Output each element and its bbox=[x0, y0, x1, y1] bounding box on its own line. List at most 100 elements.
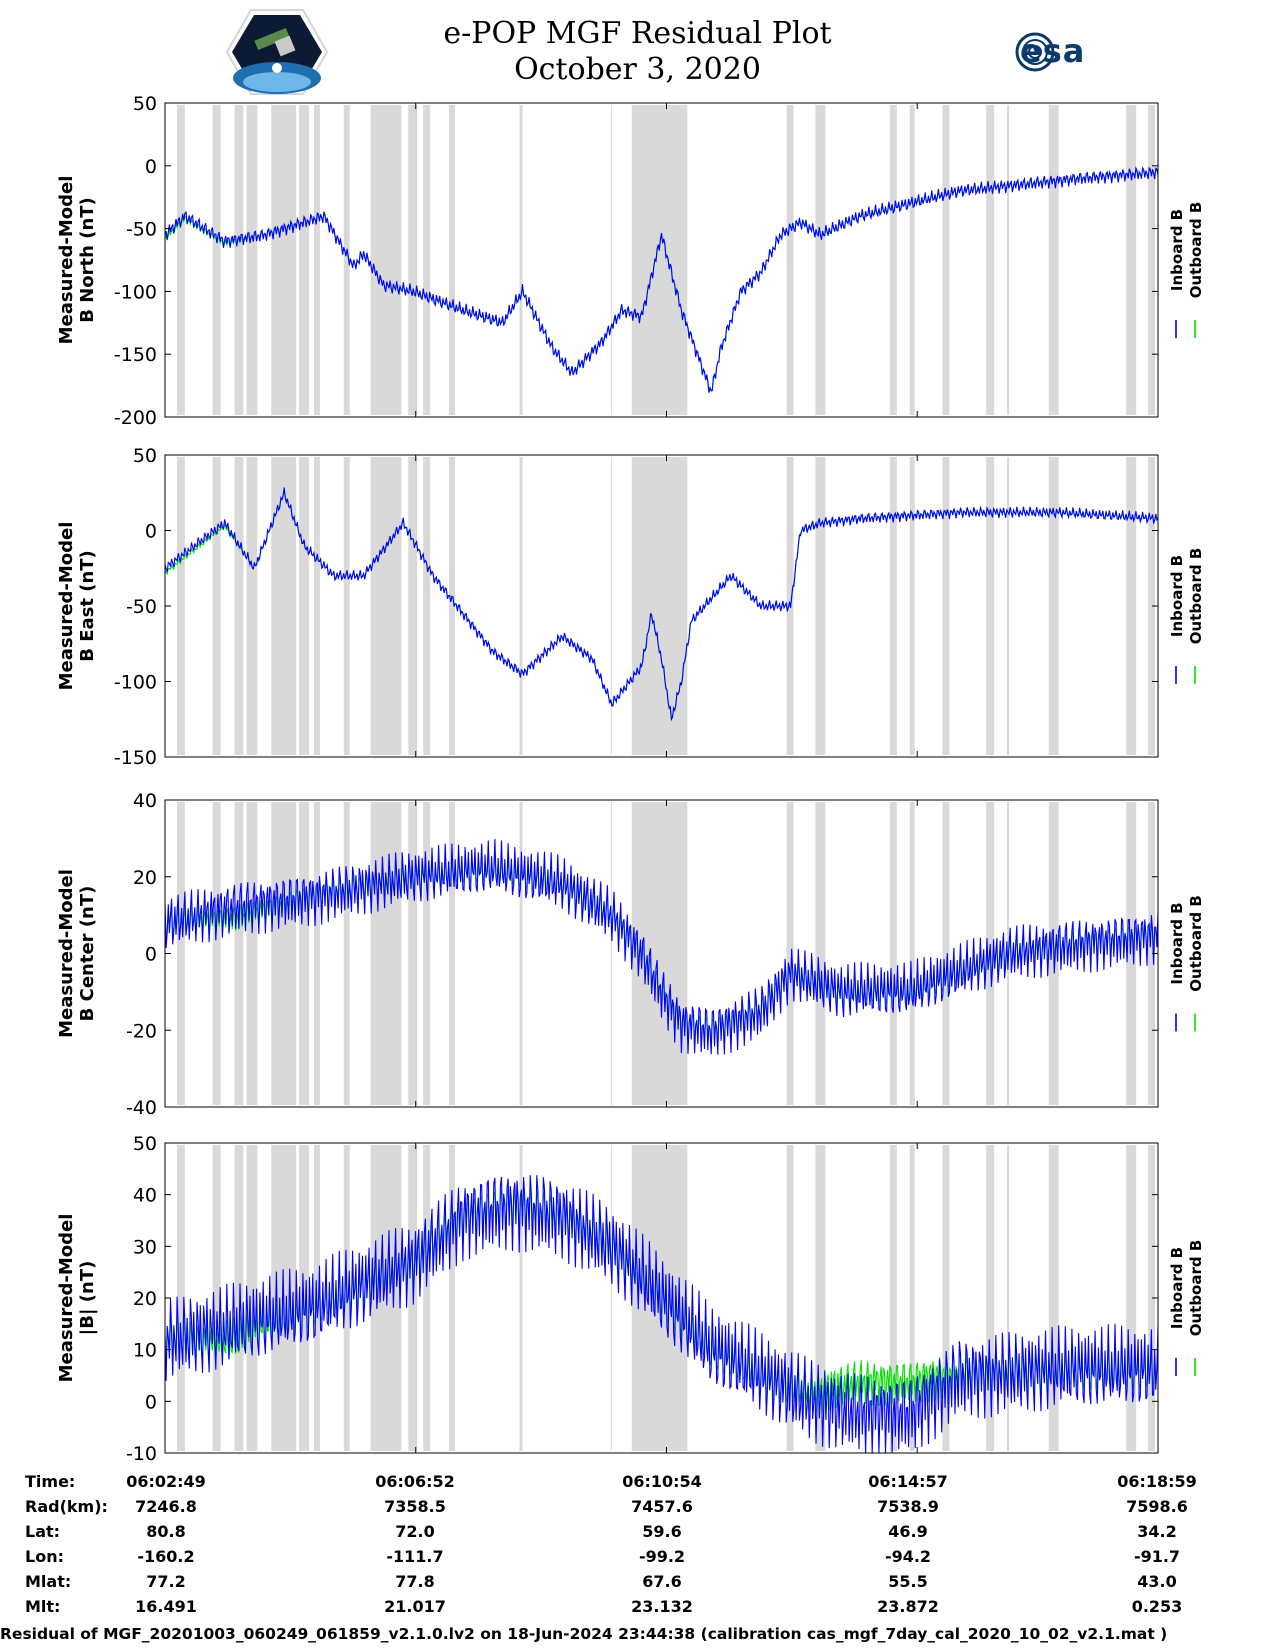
data-gap-band bbox=[423, 1145, 431, 1451]
data-gap-band bbox=[313, 457, 320, 755]
data-gap-band bbox=[631, 457, 688, 755]
info-mlt: 21.017 bbox=[384, 1597, 446, 1616]
y-tick-label: -50 bbox=[126, 596, 157, 618]
data-gap-band bbox=[448, 802, 455, 1105]
data-gap-band bbox=[1126, 105, 1137, 415]
data-gap-band bbox=[246, 457, 258, 755]
info-mlat: 67.6 bbox=[642, 1572, 682, 1591]
y-tick-label: -200 bbox=[114, 407, 157, 429]
info-time: 06:18:59 bbox=[1117, 1472, 1197, 1491]
series-inboard-line bbox=[164, 166, 1159, 393]
data-gap-band bbox=[909, 1145, 915, 1451]
data-gap-band bbox=[448, 105, 455, 415]
series-inboard-line bbox=[164, 487, 1159, 722]
info-lon: -94.2 bbox=[884, 1547, 932, 1566]
data-gap-band bbox=[448, 457, 455, 755]
y-tick-label: 10 bbox=[133, 1340, 157, 1362]
y-tick-label: -10 bbox=[126, 1443, 157, 1465]
data-gap-band bbox=[1048, 457, 1059, 755]
data-gap-band bbox=[234, 1145, 244, 1451]
axes-frame bbox=[164, 102, 1159, 418]
data-gap-band bbox=[234, 457, 244, 755]
data-gap-band bbox=[370, 457, 402, 755]
legend-label-outboard: Outboard B bbox=[1187, 1240, 1205, 1337]
legend-label-inboard: Inboard B bbox=[1168, 555, 1186, 637]
info-rad: 7457.6 bbox=[631, 1497, 693, 1516]
info-lat: 72.0 bbox=[395, 1522, 435, 1541]
data-gap-band bbox=[1148, 802, 1156, 1105]
y-axis-label: Measured-Model bbox=[56, 869, 77, 1038]
data-gap-band bbox=[519, 802, 523, 1105]
data-gap-band bbox=[313, 105, 320, 415]
data-gap-band bbox=[408, 802, 418, 1105]
data-gap-band bbox=[313, 802, 320, 1105]
info-rad: 7538.9 bbox=[877, 1497, 939, 1516]
info-mlt: 23.872 bbox=[877, 1597, 939, 1616]
info-mlat: 55.5 bbox=[888, 1572, 928, 1591]
info-rad: 7246.8 bbox=[135, 1497, 197, 1516]
data-gap-band bbox=[1148, 1145, 1156, 1451]
y-tick-label: 50 bbox=[133, 445, 157, 467]
y-tick-label: 0 bbox=[145, 944, 157, 966]
info-time: 06:10:54 bbox=[622, 1472, 702, 1491]
series-inboard-line bbox=[164, 839, 1159, 1055]
data-gap-band bbox=[610, 1145, 612, 1451]
y-tick-label: 50 bbox=[133, 93, 157, 115]
legend-label-outboard: Outboard B bbox=[1187, 895, 1205, 992]
esa-logo-icon bbox=[1015, 32, 1055, 72]
y-tick-label: -100 bbox=[114, 672, 157, 694]
data-gap-band bbox=[343, 457, 350, 755]
cassiope-logo bbox=[225, 9, 329, 95]
info-label-mlt: Mlt: bbox=[25, 1597, 61, 1616]
y-axis-label: B North (nT) bbox=[77, 197, 98, 323]
data-gap-band bbox=[942, 105, 950, 415]
data-gap-band bbox=[889, 802, 897, 1105]
data-gap-band bbox=[212, 802, 221, 1105]
data-gap-band bbox=[815, 457, 826, 755]
data-gap-band bbox=[448, 1145, 455, 1451]
data-gap-band bbox=[176, 1145, 185, 1451]
info-mlat: 77.2 bbox=[146, 1572, 186, 1591]
y-axis-label: B East (nT) bbox=[77, 550, 98, 662]
y-tick-label: 20 bbox=[133, 867, 157, 889]
data-gap-band bbox=[815, 105, 826, 415]
y-tick-label: 40 bbox=[133, 1185, 157, 1207]
data-gap-band bbox=[519, 457, 523, 755]
info-label-rad: Rad(km): bbox=[25, 1497, 108, 1516]
info-lat: 34.2 bbox=[1137, 1522, 1177, 1541]
data-gap-band bbox=[1048, 105, 1059, 415]
y-axis-label: Measured-Model bbox=[56, 522, 77, 691]
data-gap-band bbox=[212, 457, 221, 755]
data-gap-band bbox=[1007, 105, 1010, 415]
info-mlt: 16.491 bbox=[135, 1597, 197, 1616]
data-gap-band bbox=[234, 802, 244, 1105]
data-gap-band bbox=[631, 105, 688, 415]
info-lat: 80.8 bbox=[146, 1522, 186, 1541]
y-tick-label: -150 bbox=[114, 344, 157, 366]
data-gap-band bbox=[1148, 457, 1156, 755]
info-label-mlat: Mlat: bbox=[25, 1572, 72, 1591]
legend-label-inboard: Inboard B bbox=[1168, 902, 1186, 984]
info-time: 06:14:57 bbox=[868, 1472, 948, 1491]
data-gap-band bbox=[423, 105, 431, 415]
data-gap-band bbox=[909, 457, 915, 755]
legend-label-outboard: Outboard B bbox=[1187, 548, 1205, 645]
info-time: 06:02:49 bbox=[126, 1472, 206, 1491]
data-gap-band bbox=[986, 105, 995, 415]
data-gap-band bbox=[519, 105, 523, 415]
info-label-time: Time: bbox=[25, 1472, 76, 1491]
data-gap-band bbox=[246, 802, 258, 1105]
y-axis-label: Measured-Model bbox=[56, 176, 77, 345]
data-gap-band bbox=[889, 457, 897, 755]
data-gap-band bbox=[212, 105, 221, 415]
y-tick-label: -150 bbox=[114, 747, 157, 769]
data-gap-band bbox=[1126, 457, 1137, 755]
info-time: 06:06:52 bbox=[375, 1472, 455, 1491]
data-gap-band bbox=[610, 457, 612, 755]
info-lon: -99.2 bbox=[638, 1547, 686, 1566]
data-gap-band bbox=[815, 1145, 826, 1451]
info-label-lon: Lon: bbox=[25, 1547, 64, 1566]
data-gap-band bbox=[986, 1145, 995, 1451]
data-gap-band bbox=[408, 105, 418, 415]
